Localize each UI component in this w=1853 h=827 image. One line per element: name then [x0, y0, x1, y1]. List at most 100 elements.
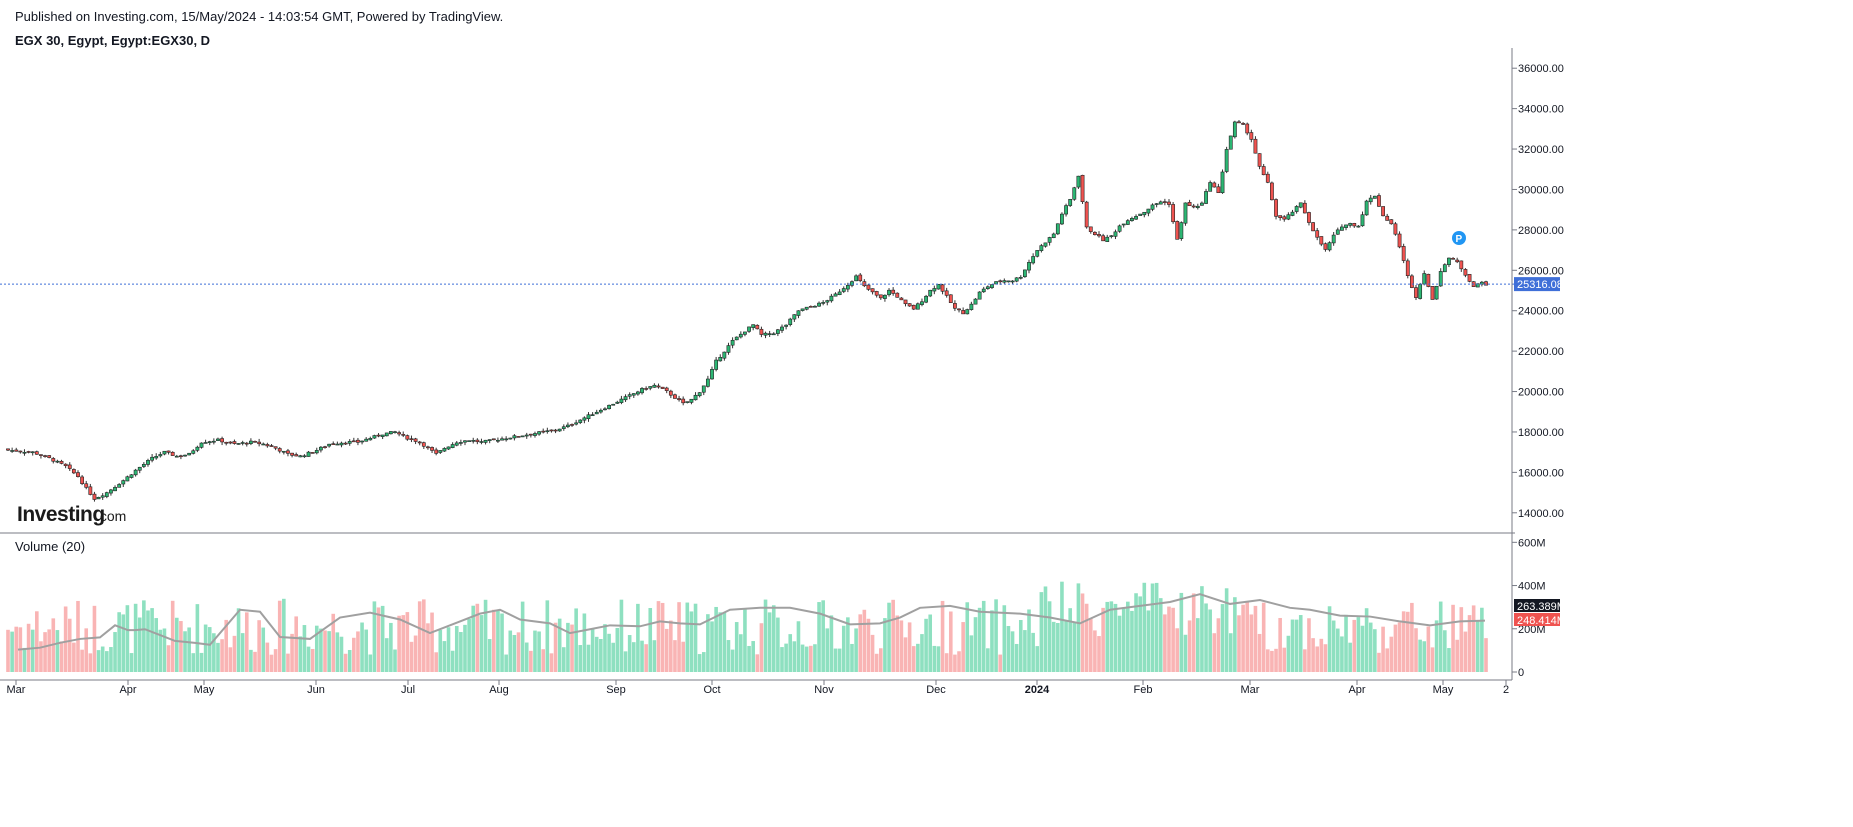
volume-bar: [895, 615, 900, 672]
volume-bar: [10, 631, 14, 672]
volume-bar: [1459, 607, 1464, 672]
candle-body: [104, 492, 109, 497]
volume-bar: [615, 627, 620, 672]
candle-body: [1368, 197, 1373, 203]
volume-bar: [677, 602, 681, 672]
volume-bar: [30, 629, 35, 672]
candle-body: [413, 438, 418, 442]
candle-body: [1257, 153, 1262, 167]
volume-bar: [1434, 620, 1439, 672]
volume-bar: [854, 628, 858, 672]
volume-bar: [257, 620, 261, 672]
volume-bar: [1377, 652, 1381, 672]
candle-body: [1286, 214, 1291, 220]
candle-body: [1331, 234, 1336, 244]
volume-bar: [261, 627, 266, 672]
candle-body: [158, 454, 163, 457]
time-tick-label: Feb: [1134, 684, 1153, 696]
volume-bar: [442, 641, 447, 672]
volume-bar: [327, 631, 331, 672]
candle-body: [1253, 138, 1258, 154]
volume-bar: [1047, 601, 1052, 672]
candle-body: [1220, 171, 1225, 194]
volume-bar: [487, 639, 492, 672]
volume-bar: [599, 638, 603, 672]
volume-bar: [347, 650, 352, 672]
volume-bar: [109, 647, 113, 672]
volume-bar: [1278, 617, 1282, 672]
candle-body: [1060, 213, 1064, 225]
candle-body: [953, 303, 957, 309]
candle-body: [43, 455, 47, 457]
candle-body: [570, 424, 574, 426]
event-marker-icon[interactable]: [1452, 231, 1466, 245]
volume-bar: [1484, 638, 1488, 672]
volume-bar: [730, 649, 735, 672]
candle-body: [730, 339, 735, 346]
volume-bar: [574, 608, 578, 672]
time-tick-label: Oct: [703, 684, 720, 696]
volume-bar: [240, 633, 245, 672]
candle-body: [1459, 260, 1464, 270]
candle-body: [850, 281, 854, 286]
volume-bar: [837, 648, 842, 672]
volume-bar: [874, 653, 879, 672]
volume-bar: [232, 635, 237, 672]
volume-bar: [1344, 614, 1348, 672]
volume-bar: [459, 632, 463, 672]
volume-bar: [1257, 633, 1262, 672]
candle-body: [55, 460, 60, 463]
candle-body: [67, 464, 72, 469]
candle-body: [1179, 222, 1184, 239]
candle-body: [1142, 211, 1147, 216]
candle-body: [1401, 246, 1406, 261]
volume-bar: [1463, 631, 1468, 672]
volume-series: [6, 581, 1488, 672]
candle-body: [1055, 223, 1060, 235]
volume-title: Volume (20): [15, 539, 85, 554]
volume-bar: [817, 602, 821, 672]
volume-bar: [652, 640, 657, 672]
candle-body: [63, 463, 68, 467]
candle-body: [117, 484, 122, 488]
price-tick-label: 14000.00: [1518, 508, 1564, 520]
candle-body: [265, 444, 270, 447]
volume-bar: [578, 645, 583, 672]
candle-body: [594, 411, 599, 415]
candle-body: [743, 331, 747, 335]
candle-body: [1002, 280, 1007, 283]
time-tick-label: Jul: [401, 684, 415, 696]
volume-bar: [566, 622, 570, 672]
candle-body: [211, 440, 216, 443]
volume-bar: [1405, 611, 1410, 672]
candle-body: [1241, 123, 1245, 125]
volume-bar: [911, 646, 916, 672]
candle-body: [574, 422, 579, 425]
time-tick-label: Apr: [119, 684, 136, 696]
candle-body: [220, 438, 224, 443]
candle-body: [1352, 223, 1357, 227]
candle-body: [965, 309, 970, 315]
candle-body: [442, 448, 447, 452]
candle-body: [1072, 187, 1077, 200]
candle-body: [961, 310, 966, 315]
candle-body: [1010, 280, 1015, 283]
volume-bar: [1212, 633, 1217, 672]
volume-bar: [1023, 630, 1027, 672]
candle-body: [751, 324, 756, 328]
candle-body: [775, 329, 780, 334]
candle-body: [1323, 243, 1328, 250]
candle-body: [450, 444, 455, 448]
candle-body: [1372, 195, 1377, 199]
volume-bar: [335, 632, 340, 672]
candle-body: [693, 394, 698, 401]
volume-bar: [1097, 636, 1101, 672]
candle-body: [1418, 284, 1423, 299]
candle-body: [907, 303, 912, 307]
volume-bar: [306, 646, 311, 672]
volume-bar: [170, 600, 175, 672]
volume-bar: [1290, 619, 1295, 672]
candle-body: [1051, 233, 1056, 239]
candle-body: [323, 446, 327, 448]
candle-body: [458, 442, 463, 444]
